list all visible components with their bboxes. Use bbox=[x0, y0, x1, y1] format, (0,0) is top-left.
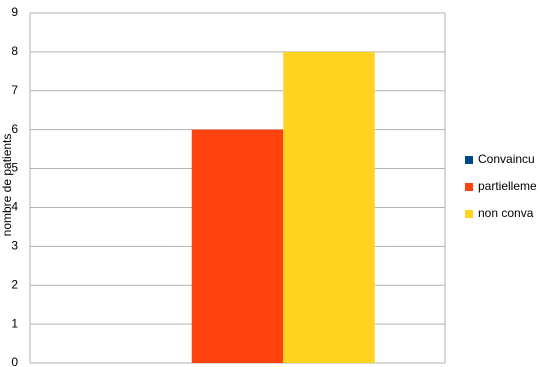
legend-swatch bbox=[465, 183, 473, 191]
legend-label: partielleme bbox=[478, 179, 537, 193]
y-tick-label: 8 bbox=[11, 44, 18, 58]
legend-label: non conva bbox=[478, 206, 534, 220]
y-tick-label: 3 bbox=[11, 239, 18, 253]
y-tick-label: 7 bbox=[11, 83, 18, 97]
y-axis-label: nombre de patients bbox=[0, 134, 14, 237]
y-tick-label: 5 bbox=[11, 161, 18, 175]
y-tick-label: 0 bbox=[11, 355, 18, 367]
legend-swatch bbox=[465, 210, 473, 218]
legend-label: Convaincu bbox=[478, 152, 535, 166]
legend-swatch bbox=[465, 156, 473, 164]
y-tick-label: 2 bbox=[11, 277, 18, 291]
y-tick-label: 9 bbox=[11, 5, 18, 19]
bar bbox=[191, 129, 284, 363]
bar bbox=[283, 51, 375, 364]
y-tick-label: 6 bbox=[11, 122, 18, 136]
y-tick-label: 1 bbox=[11, 316, 18, 330]
y-tick-label: 4 bbox=[11, 200, 18, 214]
